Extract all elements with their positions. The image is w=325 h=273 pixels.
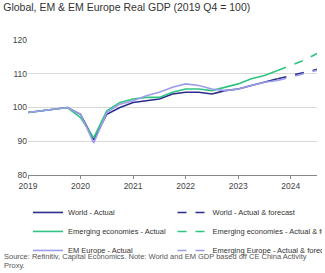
- svg-text:110: 110: [13, 69, 27, 79]
- svg-text:2019: 2019: [19, 181, 38, 191]
- svg-text:90: 90: [18, 136, 28, 146]
- svg-text:120: 120: [13, 35, 27, 45]
- svg-text:Global, EM & EM Europe Real GD: Global, EM & EM Europe Real GDP (2019 Q4…: [3, 1, 250, 13]
- svg-text:World - Actual: World - Actual: [68, 208, 115, 217]
- svg-text:80: 80: [18, 170, 28, 180]
- svg-text:2024: 2024: [281, 181, 300, 191]
- svg-text:100: 100: [13, 102, 27, 112]
- svg-text:Emerging economies - Actual: Emerging economies - Actual: [68, 227, 166, 236]
- svg-text:World - Actual & forecast: World - Actual & forecast: [213, 208, 296, 217]
- svg-text:2022: 2022: [176, 181, 195, 191]
- svg-text:2020: 2020: [71, 181, 90, 191]
- svg-text:Emerging economies - Actual &: Emerging economies - Actual & forecast: [213, 227, 323, 236]
- svg-text:2021: 2021: [124, 181, 143, 191]
- svg-text:2023: 2023: [229, 181, 248, 191]
